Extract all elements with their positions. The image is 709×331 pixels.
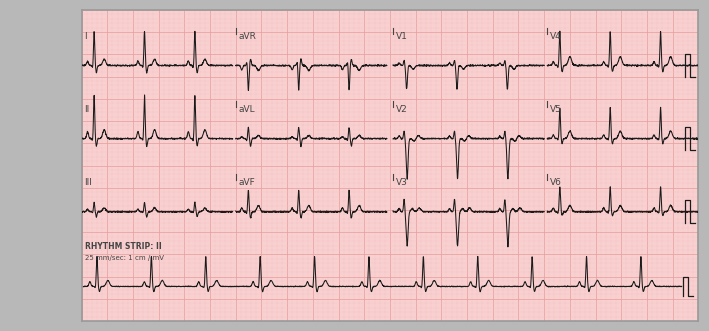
Text: RHYTHM STRIP: II: RHYTHM STRIP: II bbox=[84, 242, 162, 252]
Text: I: I bbox=[84, 32, 87, 41]
Text: V1: V1 bbox=[396, 32, 408, 41]
Text: V3: V3 bbox=[396, 178, 408, 187]
Text: III: III bbox=[84, 178, 92, 187]
Text: V5: V5 bbox=[550, 105, 562, 114]
Text: aVF: aVF bbox=[239, 178, 255, 187]
Text: V2: V2 bbox=[396, 105, 408, 114]
Text: V6: V6 bbox=[550, 178, 562, 187]
Text: 25 mm/sec: 1 cm / mV: 25 mm/sec: 1 cm / mV bbox=[84, 255, 164, 261]
Text: aVL: aVL bbox=[239, 105, 255, 114]
Text: V4: V4 bbox=[550, 32, 562, 41]
Text: aVR: aVR bbox=[239, 32, 257, 41]
Text: II: II bbox=[84, 105, 90, 114]
